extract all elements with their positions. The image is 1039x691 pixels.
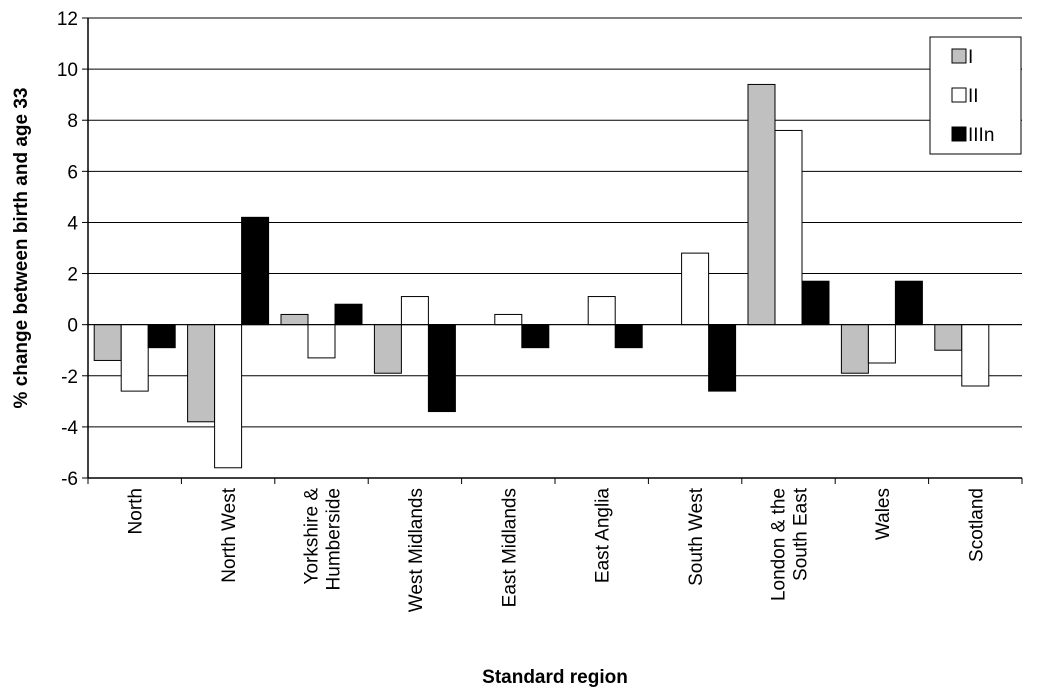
legend-box [929, 36, 1022, 155]
bar-iiin-2 [334, 303, 363, 326]
category-label: North [126, 488, 147, 534]
bar-i-0 [93, 324, 122, 361]
category-label: Scotland [966, 488, 987, 562]
bar-ii-7 [774, 129, 803, 326]
legend-label: I [968, 47, 973, 68]
y-tick-label: -6 [61, 469, 78, 490]
category-label-line: East Anglia [593, 488, 614, 583]
bar-iiin-5 [614, 324, 643, 349]
category-label-line: London & the [769, 488, 790, 601]
y-tick-label: 0 [67, 316, 78, 337]
bar-ii-4 [494, 313, 523, 326]
bar-ii-1 [214, 324, 243, 469]
bar-i-7 [747, 83, 776, 326]
bars [93, 83, 990, 469]
category-label-line: North West [219, 487, 240, 582]
plot-frame [87, 18, 1023, 484]
x-axis-title: Standard region [482, 667, 628, 688]
category-label-line: Wales [873, 488, 894, 540]
category-label: East Midlands [499, 488, 520, 607]
category-label: East Anglia [593, 488, 614, 583]
legend-swatch-iiin [951, 126, 967, 142]
category-label: South West [686, 487, 707, 586]
bar-ii-8 [867, 324, 896, 364]
bar-ii-2 [307, 324, 336, 359]
bar-i-3 [373, 324, 402, 374]
category-label-line: South East [791, 487, 812, 581]
bar-i-8 [840, 324, 869, 374]
bar-iiin-1 [241, 216, 270, 326]
category-label: London & the South East [769, 487, 812, 601]
y-tick-label: 10 [57, 60, 78, 81]
bar-iiin-8 [894, 280, 923, 326]
bar-iiin-4 [521, 324, 550, 349]
legend-label: IIIn [968, 125, 994, 146]
bar-iiin-0 [147, 324, 176, 349]
legend-swatch-ii [951, 87, 967, 103]
bar-i-1 [187, 324, 216, 423]
y-tick-label: 6 [67, 162, 78, 183]
category-label: Wales [873, 488, 894, 540]
category-label-line: Humberside [324, 488, 345, 590]
y-tick-label: -4 [61, 418, 78, 439]
y-tick-label: 8 [67, 111, 78, 132]
y-tick-label: 12 [57, 9, 78, 30]
category-labels: North North West Yorkshire & Humberside West… [126, 487, 988, 612]
category-label-line: Scotland [966, 488, 987, 562]
bar-iiin-7 [801, 280, 830, 326]
y-tick-label: 4 [67, 213, 78, 234]
y-tick-label: 2 [67, 265, 78, 286]
category-label: West Midlands [406, 488, 427, 612]
y-tick-labels: 12 10 8 6 4 2 0 -2 -4 -6 [57, 9, 79, 490]
y-tick-label: -2 [61, 367, 78, 388]
bar-iiin-6 [708, 324, 737, 392]
category-label-line: Yorkshire & [302, 488, 323, 585]
bar-ii-5 [587, 296, 616, 326]
category-label: North West [219, 487, 240, 582]
y-axis-title: % change between birth and age 33 [11, 88, 32, 409]
category-label: Yorkshire & Humberside [302, 488, 345, 591]
bar-iiin-3 [427, 324, 456, 413]
bar-ii-9 [961, 324, 990, 387]
bar-i-9 [934, 324, 963, 351]
category-label-line: East Midlands [499, 488, 520, 607]
category-label-line: West Midlands [406, 488, 427, 612]
bar-i-2 [280, 313, 309, 326]
bar-ii-0 [120, 324, 149, 392]
legend-label: II [968, 86, 979, 107]
legend-swatch-i [951, 48, 967, 64]
bar-ii-6 [681, 252, 710, 326]
category-label-line: South West [686, 487, 707, 586]
bar-ii-3 [400, 296, 429, 326]
category-label-line: North [126, 488, 147, 534]
